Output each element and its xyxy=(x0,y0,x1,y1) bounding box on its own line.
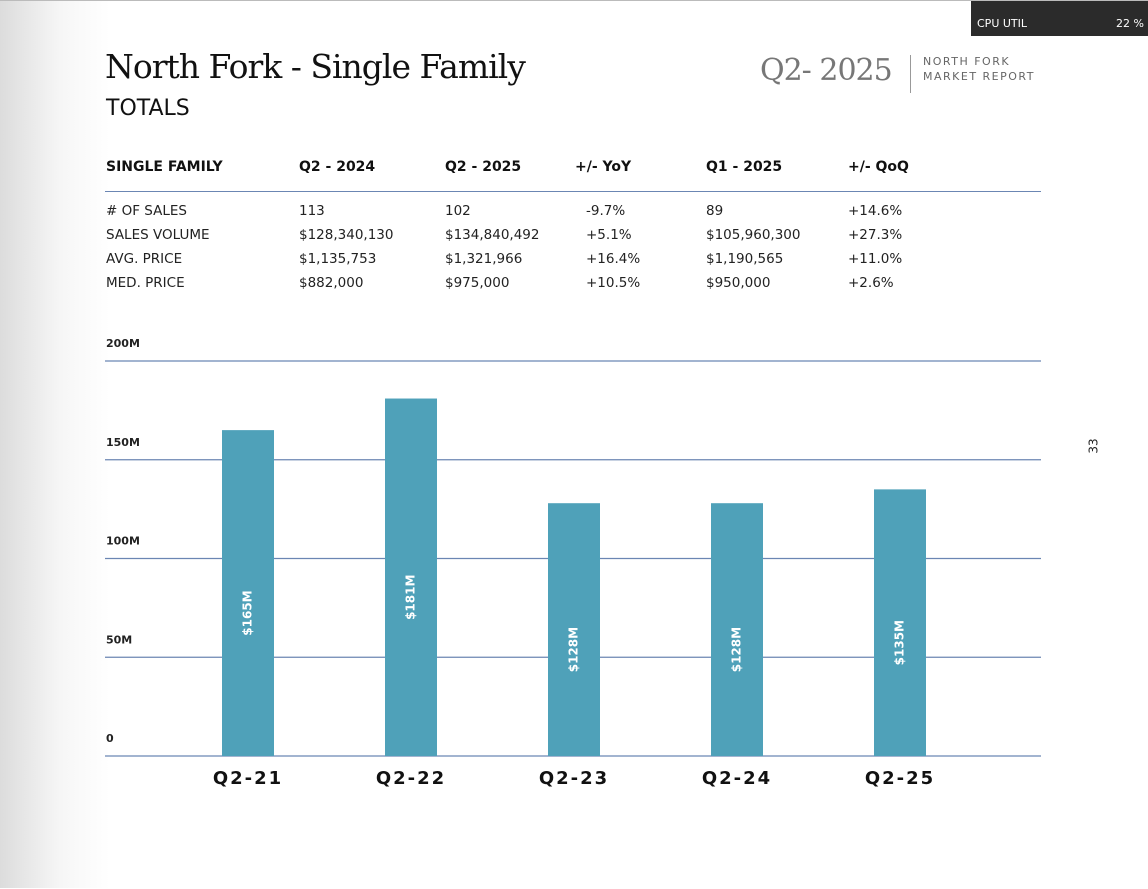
title: North Fork - Single Family xyxy=(105,47,526,86)
value-label: $135M xyxy=(893,620,907,665)
table-cell: # OF SALES xyxy=(106,203,187,219)
table-cell: MED. PRICE xyxy=(106,275,185,291)
table-cell: +27.3% xyxy=(848,227,903,243)
column-header: +/- QoQ xyxy=(848,159,909,175)
bar xyxy=(711,503,763,756)
table-cell: $1,135,753 xyxy=(299,251,377,267)
table-cell: $134,840,492 xyxy=(445,227,540,243)
table-cell: $975,000 xyxy=(445,275,510,291)
table-cell: 102 xyxy=(445,203,471,219)
value-label: $128M xyxy=(730,627,744,672)
table-cell: +10.5% xyxy=(586,275,641,291)
table-cell: $950,000 xyxy=(706,275,771,291)
table-cell: +11.0% xyxy=(848,251,903,267)
divider xyxy=(910,55,911,93)
bar xyxy=(222,430,274,756)
table-cell: +16.4% xyxy=(586,251,641,267)
table-cell: $105,960,300 xyxy=(706,227,801,243)
column-header: +/- YoY xyxy=(575,159,632,175)
x-tick-label: Q2-22 xyxy=(376,768,446,789)
table-cell: +5.1% xyxy=(586,227,632,243)
table-cell: $1,190,565 xyxy=(706,251,784,267)
table-cell: $128,340,130 xyxy=(299,227,394,243)
table-cell: 113 xyxy=(299,203,325,219)
column-header: Q1 - 2025 xyxy=(706,159,783,175)
value-label: $181M xyxy=(404,575,418,620)
table-cell: -9.7% xyxy=(586,203,626,219)
table-rule xyxy=(105,191,1041,192)
x-tick-label: Q2-23 xyxy=(539,768,609,789)
value-label: $165M xyxy=(241,590,255,635)
table-cell: +14.6% xyxy=(848,203,903,219)
subtitle: TOTALS xyxy=(106,96,190,121)
y-tick-label: 200M xyxy=(106,337,140,350)
y-tick-label: 150M xyxy=(106,436,140,449)
y-tick-label: 0 xyxy=(106,732,114,745)
value-label: $128M xyxy=(567,627,581,672)
bar xyxy=(874,489,926,756)
x-tick-label: Q2-25 xyxy=(865,768,935,789)
table-cell: $1,321,966 xyxy=(445,251,523,267)
quarter: Q2- 2025 xyxy=(760,53,893,88)
y-tick-label: 100M xyxy=(106,535,140,548)
bar xyxy=(385,398,437,756)
report-label: MARKET REPORT xyxy=(923,70,1035,83)
system-overlay: CPU UTIL 22 % xyxy=(971,1,1148,36)
column-header: Q2 - 2024 xyxy=(299,159,376,175)
table-cell: +2.6% xyxy=(848,275,894,291)
y-tick-label: 50M xyxy=(106,633,132,646)
table-cell: AVG. PRICE xyxy=(106,251,183,267)
overlay-label: CPU UTIL xyxy=(977,17,1028,30)
column-header: Q2 - 2025 xyxy=(445,159,522,175)
bar xyxy=(548,503,600,756)
x-tick-label: Q2-24 xyxy=(702,768,772,789)
table-cell: SALES VOLUME xyxy=(106,227,210,243)
table-cell: 89 xyxy=(706,203,724,219)
table-cell: $882,000 xyxy=(299,275,364,291)
column-header: SINGLE FAMILY xyxy=(106,159,223,175)
report-label: NORTH FORK xyxy=(923,55,1011,68)
x-tick-label: Q2-21 xyxy=(213,768,283,789)
overlay-value: 22 % xyxy=(1116,17,1144,30)
